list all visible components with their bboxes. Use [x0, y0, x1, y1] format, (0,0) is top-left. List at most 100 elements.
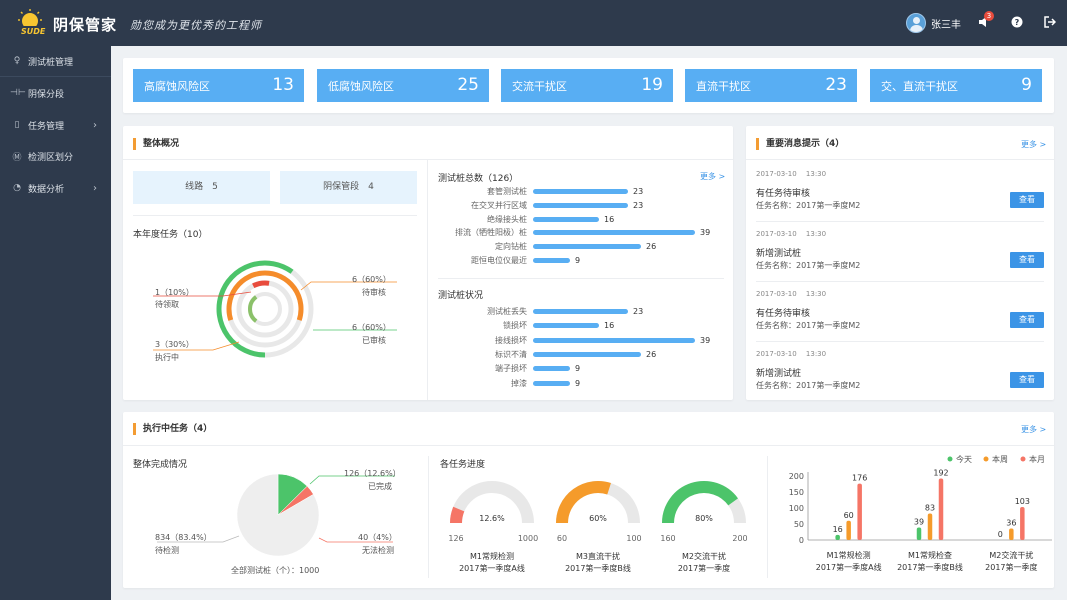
sidebar-item-label: 数据分析 [28, 184, 65, 195]
bar-row: 定向钻桩 26 [495, 242, 656, 252]
sidebar-item-analytics[interactable]: ◔ 数据分析 › [0, 173, 111, 203]
legend-marker [947, 456, 953, 462]
more-link-messages[interactable]: 更多 > [1021, 140, 1047, 149]
avatar[interactable] [906, 13, 926, 33]
bar-fill [533, 189, 628, 194]
leader-done [309, 475, 395, 485]
stat-value: 23 [825, 75, 847, 95]
legend-marker [1020, 456, 1026, 462]
more-link-executing[interactable]: 更多 > [1021, 425, 1047, 434]
ring-in-progress-value: 3（30%） [155, 340, 194, 349]
legend-label: 本月 [1029, 454, 1045, 464]
bar-label: 锁损坏 [503, 321, 527, 331]
divider [746, 159, 1054, 160]
ring-track [236, 280, 294, 338]
x-category-label: M2交流干扰 [989, 550, 1033, 560]
pie-pending-value: 834（83.4%） [155, 533, 212, 542]
sidebar-item-label: 检测区划分 [28, 152, 74, 163]
pie-done-value: 126（12.6%） [344, 469, 401, 478]
ring-pending_claim-arc [252, 280, 270, 289]
gauge-percent: 60% [589, 514, 607, 523]
stat-label: 交、直流干扰区 [881, 80, 958, 93]
help-icon[interactable]: ? [1010, 16, 1024, 30]
bar-row: 测试桩丢失 23 [487, 307, 643, 317]
sidebar-item-probe-management[interactable]: ♀ 测试桩管理 [0, 46, 111, 77]
view-button[interactable]: 查看 [1010, 372, 1044, 388]
leader-lines [153, 281, 397, 351]
line-count-box[interactable]: 线路 5 [133, 171, 270, 204]
more-link-total[interactable]: 更多 > [700, 172, 726, 181]
leader-in-progress [153, 341, 240, 351]
gauge-task-name: M3直流干扰 [576, 551, 620, 561]
sun-logo-icon [18, 9, 48, 35]
stat-card-dc-interference[interactable]: 直流干扰区 23 [685, 69, 857, 102]
bar-value: 9 [575, 364, 581, 374]
bar-value-label: 103 [1015, 497, 1030, 506]
bar-label: 测试桩丢失 [487, 307, 527, 316]
bar-value-label: 0 [998, 530, 1003, 539]
view-button[interactable]: 查看 [1010, 252, 1044, 268]
sidebar-item-task-management[interactable]: ▯ 任务管理 › [0, 110, 111, 140]
message-task-name: 任务名称：2017第一季度M2 [756, 261, 861, 270]
completion-pie-chart [157, 473, 395, 557]
bar [1020, 507, 1025, 540]
view-button[interactable]: 查看 [1010, 312, 1044, 328]
pie-slice-pending [236, 473, 320, 557]
sidebar-item-region[interactable]: Ⓜ 检测区划分 [0, 141, 111, 171]
bar-fill [533, 337, 695, 343]
bar-value-label: 36 [1006, 518, 1016, 527]
gauge-task-period: 2017第一季度 [678, 563, 730, 573]
view-button[interactable]: 查看 [1010, 192, 1044, 208]
overview-title: 整体概况 [133, 138, 179, 150]
user-name[interactable]: 张三丰 [931, 19, 961, 31]
divider [427, 160, 428, 400]
logo: SUDE [18, 9, 48, 36]
bar-label: 标识不清 [495, 349, 527, 359]
bar-row: 接线损坏 39 [495, 336, 710, 346]
messages-panel [746, 126, 1054, 400]
pie-undetectable-label: 无法检测 [362, 546, 394, 555]
bar-row: 端子损坏 9 [495, 364, 580, 374]
segment-count-box[interactable]: 阴保管段 4 [280, 171, 417, 204]
x-category-period: 2017第一季度B线 [897, 562, 963, 572]
bar-label: 定向钻桩 [495, 242, 527, 252]
ring-pending-claim-value: 1（10%） [155, 288, 194, 297]
sidebar-item-label: 任务管理 [28, 121, 65, 132]
y-tick-label: 0 [799, 536, 804, 545]
bar-value-label: 83 [925, 503, 935, 512]
year-task-ring-chart [153, 260, 397, 358]
y-tick-label: 100 [789, 504, 804, 513]
sidebar-item-segment[interactable]: ⊣⊢ 阴保分段 [0, 78, 111, 108]
bar-label: 距恒电位仪最近 [471, 256, 527, 265]
y-tick-label: 50 [794, 520, 804, 529]
message-title: 有任务待审核 [756, 189, 811, 199]
bar [846, 520, 851, 540]
legend-label: 今天 [956, 454, 972, 464]
divider [123, 159, 733, 160]
messages-title: 重要消息提示（4） [756, 138, 844, 150]
stat-card-high-corrosion[interactable]: 高腐蚀风险区 13 [133, 69, 304, 102]
bar-label: 套管测试桩 [487, 187, 527, 196]
speaker-icon[interactable] [977, 16, 991, 30]
stat-label: 高腐蚀风险区 [144, 80, 210, 93]
document-icon: ▯ [14, 120, 20, 130]
message-task-name: 任务名称：2017第一季度M2 [756, 381, 861, 390]
divider [123, 445, 1054, 446]
stat-value: 25 [457, 75, 479, 95]
bar-value: 9 [575, 378, 581, 388]
bar [857, 483, 862, 540]
user-menu[interactable]: 张三丰 [906, 13, 961, 33]
bar-value-label: 16 [833, 525, 843, 534]
logout-icon[interactable] [1043, 16, 1057, 30]
bar-fill [533, 309, 628, 314]
stat-card-low-corrosion[interactable]: 低腐蚀风险区 25 [317, 69, 489, 102]
divider [767, 456, 768, 578]
stat-card-ac-interference[interactable]: 交流干扰区 19 [501, 69, 673, 102]
legend-marker [983, 456, 989, 462]
leader-pending-review [300, 281, 397, 291]
stat-value: 19 [641, 75, 663, 95]
stat-card-ac-dc-interference[interactable]: 交、直流干扰区 9 [870, 69, 1042, 102]
stat-value: 9 [1021, 75, 1032, 95]
gauge-task-period: 2017第一季度A线 [459, 563, 525, 573]
